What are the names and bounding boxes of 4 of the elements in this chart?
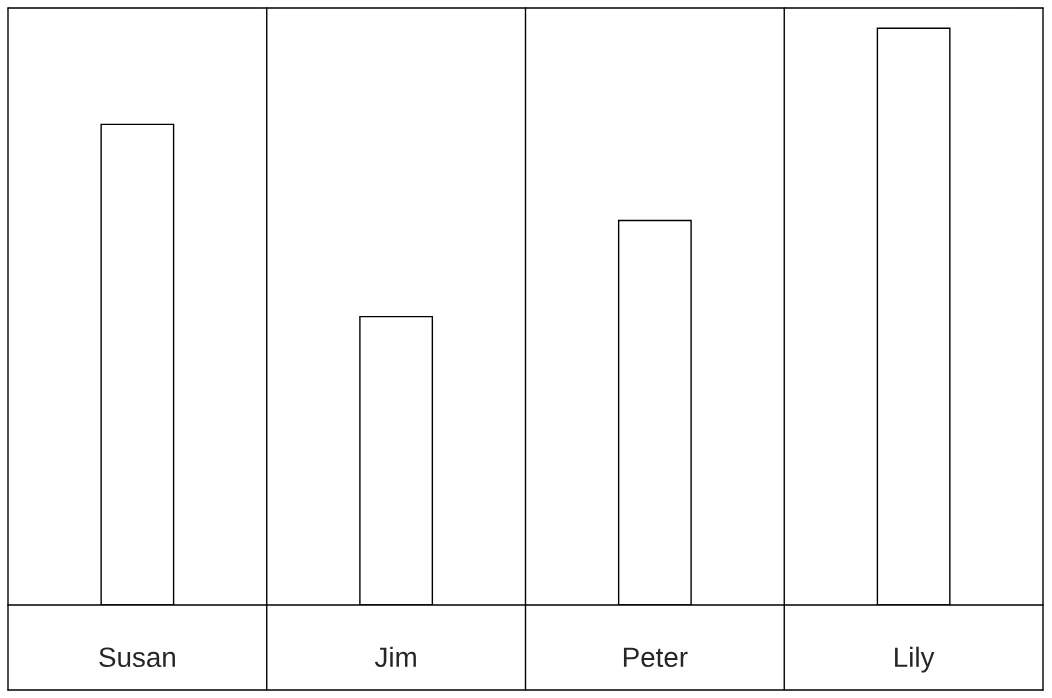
x-tick-label: Peter [623, 647, 688, 668]
x-tick-label: Lily [895, 646, 935, 673]
x-tick-label: Susan [99, 647, 175, 668]
x-tick-label: Jim [374, 646, 416, 668]
